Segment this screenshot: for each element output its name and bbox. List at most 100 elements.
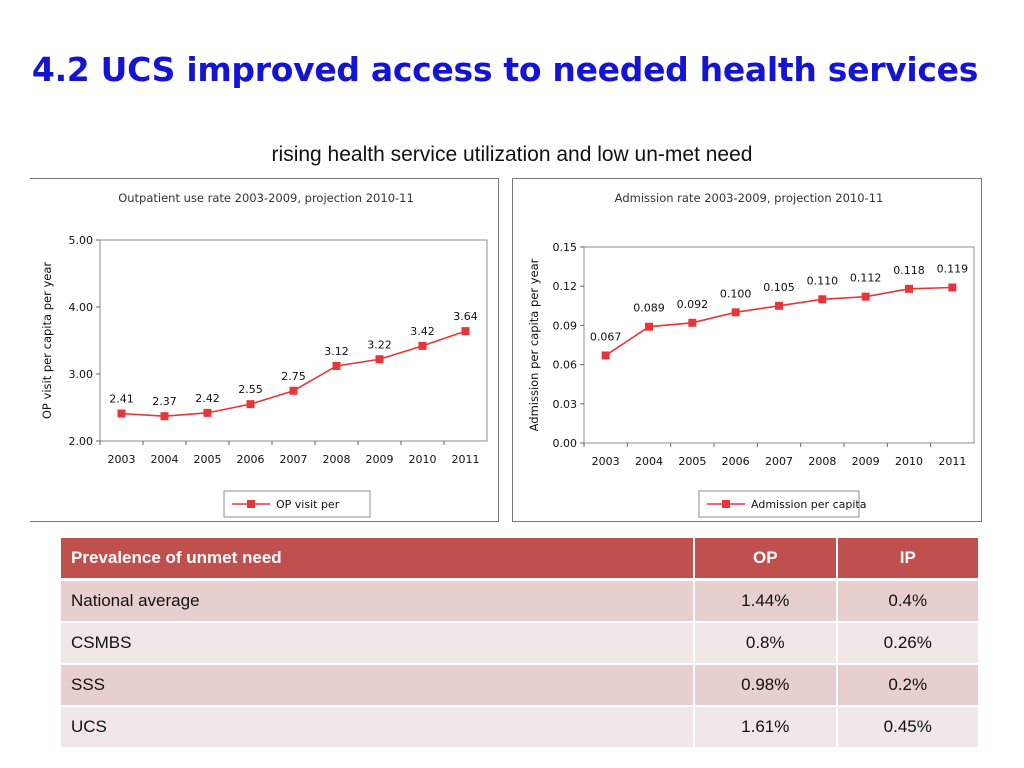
data-label: 0.118 <box>893 264 925 277</box>
x-tick-label: 2009 <box>366 453 394 466</box>
data-point <box>418 341 427 350</box>
data-label: 0.105 <box>763 281 795 294</box>
row-ip: 0.45% <box>837 707 980 749</box>
x-tick-label: 2005 <box>678 455 706 468</box>
data-point <box>375 355 384 364</box>
row-op: 1.44% <box>695 581 838 623</box>
data-label: 3.64 <box>453 310 478 323</box>
data-label: 2.37 <box>152 395 177 408</box>
x-tick-label: 2004 <box>151 453 179 466</box>
table-row: CSMBS 0.8% 0.26% <box>61 623 980 665</box>
data-point <box>861 292 870 301</box>
data-point <box>203 408 212 417</box>
data-label: 2.41 <box>109 393 134 406</box>
row-ip: 0.2% <box>837 665 980 707</box>
table-row: UCS 1.61% 0.45% <box>61 707 980 749</box>
series-line <box>605 286 953 357</box>
slide-subtitle: rising health service utilization and lo… <box>271 143 753 166</box>
y-tick-label: 0.00 <box>553 437 578 450</box>
chart-title: Admission rate 2003-2009, projection 201… <box>615 191 884 205</box>
x-tick-label: 2006 <box>722 455 750 468</box>
data-point <box>332 361 341 370</box>
table-header-op: OP <box>695 538 838 581</box>
table-header-label: Prevalence of unmet need <box>61 538 695 581</box>
x-tick-label: 2007 <box>280 453 308 466</box>
plot-area <box>99 239 488 442</box>
x-tick-label: 2011 <box>938 455 966 468</box>
x-tick-label: 2003 <box>108 453 136 466</box>
row-label: UCS <box>61 707 695 749</box>
outpatient-chart-svg: Outpatient use rate 2003-2009, projectio… <box>40 191 488 518</box>
data-point <box>461 327 470 336</box>
legend-marker <box>247 500 255 508</box>
y-axis-label: Admission per capita per year <box>527 258 541 431</box>
data-point <box>948 283 957 292</box>
y-tick-label: 2.00 <box>69 435 94 448</box>
x-tick-label: 2009 <box>852 455 880 468</box>
row-ip: 0.4% <box>837 581 980 623</box>
data-label: 0.110 <box>807 274 839 287</box>
data-label: 0.092 <box>677 298 709 311</box>
x-tick-label: 2005 <box>194 453 222 466</box>
data-label: 3.22 <box>367 338 392 351</box>
unmet-need-table: Prevalence of unmet need OP IP National … <box>61 538 980 749</box>
y-tick-label: 0.12 <box>553 280 578 293</box>
legend-marker <box>722 500 730 508</box>
data-point <box>645 322 653 331</box>
data-point <box>601 351 610 360</box>
y-tick-label: 4.00 <box>69 301 94 314</box>
data-point <box>246 400 255 409</box>
x-tick-label: 2006 <box>237 453 265 466</box>
legend-label: OP visit per <box>276 498 340 511</box>
data-label: 0.089 <box>633 302 665 315</box>
admission-chart-svg: Admission rate 2003-2009, projection 201… <box>527 191 975 518</box>
data-label: 0.067 <box>590 330 622 343</box>
data-point <box>905 284 913 293</box>
x-tick-label: 2010 <box>895 455 923 468</box>
data-point <box>818 295 827 304</box>
y-tick-label: 0.15 <box>553 241 578 254</box>
data-point <box>775 301 783 310</box>
x-tick-label: 2004 <box>635 455 663 468</box>
data-label: 3.12 <box>324 345 349 358</box>
table-row: National average 1.44% 0.4% <box>61 581 980 623</box>
slide-title: 4.2 UCS improved access to needed health… <box>31 50 979 89</box>
admission-chart: Admission rate 2003-2009, projection 201… <box>512 178 982 522</box>
y-tick-label: 0.06 <box>553 359 578 372</box>
data-label: 3.42 <box>410 325 435 338</box>
table-header-row: Prevalence of unmet need OP IP <box>61 538 980 581</box>
data-label: 0.100 <box>720 287 752 300</box>
x-tick-label: 2003 <box>592 455 620 468</box>
chart-title: Outpatient use rate 2003-2009, projectio… <box>118 191 414 205</box>
data-point <box>731 308 740 317</box>
row-ip: 0.26% <box>837 623 980 665</box>
y-tick-label: 0.03 <box>553 398 578 411</box>
table-row: SSS 0.98% 0.2% <box>61 665 980 707</box>
data-point <box>289 386 298 395</box>
plot-area <box>583 246 975 444</box>
row-op: 1.61% <box>695 707 838 749</box>
y-tick-label: 3.00 <box>69 368 94 381</box>
y-tick-label: 5.00 <box>69 234 94 247</box>
outpatient-chart: Outpatient use rate 2003-2009, projectio… <box>30 178 499 522</box>
x-tick-label: 2008 <box>323 453 351 466</box>
row-op: 0.8% <box>695 623 838 665</box>
x-tick-label: 2011 <box>452 453 480 466</box>
data-label: 0.112 <box>850 272 882 285</box>
data-label: 0.119 <box>937 263 969 276</box>
y-axis-label: OP visit per capita per year <box>40 262 54 420</box>
row-label: National average <box>61 581 695 623</box>
data-label: 2.75 <box>281 370 306 383</box>
row-op: 0.98% <box>695 665 838 707</box>
data-label: 2.42 <box>195 392 220 405</box>
legend-label: Admission per capita <box>751 498 866 511</box>
data-point <box>688 318 697 327</box>
row-label: CSMBS <box>61 623 695 665</box>
x-tick-label: 2010 <box>409 453 437 466</box>
table-header-ip: IP <box>837 538 980 581</box>
x-tick-label: 2008 <box>808 455 836 468</box>
data-point <box>117 409 126 418</box>
row-label: SSS <box>61 665 695 707</box>
data-label: 2.55 <box>238 383 263 396</box>
x-tick-label: 2007 <box>765 455 793 468</box>
